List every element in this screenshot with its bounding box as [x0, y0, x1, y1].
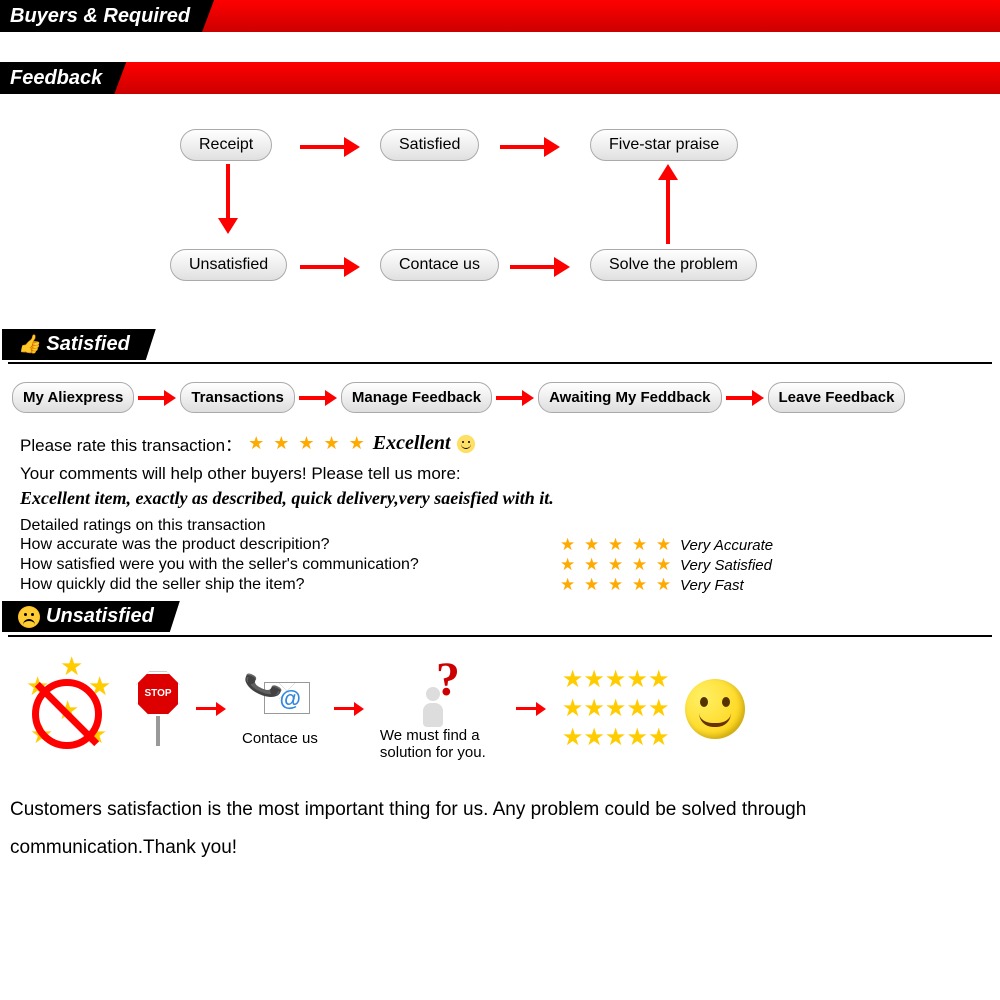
contact-icon: @ 📞 — [245, 670, 315, 730]
rate-transaction-line: Please rate this transaction： ★ ★ ★ ★ ★ … — [0, 425, 1000, 462]
excellent-label: Excellent — [373, 432, 451, 455]
feedback-bar: Feedback — [0, 62, 1000, 94]
arrow-icon — [299, 390, 337, 406]
detailed-ratings: Detailed ratings on this transaction How… — [0, 511, 1000, 601]
flow-node-receipt: Receipt — [180, 129, 272, 161]
arrow-icon — [726, 390, 764, 406]
flow-node-solve: Solve the problem — [590, 249, 757, 281]
five-stars-icon: ★ ★ ★ ★ ★ — [560, 555, 680, 575]
detail-row: How quickly did the seller ship the item… — [20, 575, 980, 595]
arrow-icon — [500, 139, 560, 155]
contact-us-item: @ 📞 Contace us — [242, 670, 318, 747]
arrow-up-icon — [660, 164, 676, 244]
five-star-grid-icon: ★★★★★ ★★★★★ ★★★★★ — [562, 665, 670, 752]
detail-answer: Very Fast — [680, 577, 744, 594]
divider — [8, 635, 992, 637]
unsatisfied-header: Unsatisfied — [2, 601, 180, 632]
satisfied-header: 👍 Satisfied — [2, 329, 156, 360]
five-stars-icon: ★ ★ ★ ★ ★ — [560, 535, 680, 555]
detail-row: How accurate was the product descripitio… — [20, 535, 980, 555]
unsatisfied-label: Unsatisfied — [46, 605, 154, 628]
thumbs-up-icon: 👍 — [18, 334, 40, 355]
feedback-label: Feedback — [10, 67, 102, 90]
step-transactions: Transactions — [180, 382, 295, 413]
buyers-required-bar: Buyers & Required — [0, 0, 1000, 32]
arrow-icon — [334, 702, 364, 716]
step-leave-feedback: Leave Feedback — [768, 382, 906, 413]
five-stars-icon: ★ ★ ★ ★ ★ — [560, 575, 680, 595]
feedback-tab: Feedback — [0, 62, 126, 94]
unsatisfied-flow: ★ ★ ★ ★ ★ ★ STOP @ 📞 Contace us ? We mus… — [0, 637, 1000, 771]
flow-node-satisfied: Satisfied — [380, 129, 479, 161]
arrow-icon — [196, 702, 226, 716]
smile-icon — [457, 435, 475, 453]
step-my-aliexpress: My Aliexpress — [12, 382, 134, 413]
detail-question: How satisfied were you with the seller's… — [20, 556, 560, 574]
comment-prompt: Your comments will help other buyers! Pl… — [0, 462, 1000, 486]
five-stars-icon: ★ ★ ★ ★ ★ — [248, 433, 367, 454]
arrow-icon — [516, 702, 546, 716]
buyers-required-tab: Buyers & Required — [0, 0, 214, 32]
detail-question: How quickly did the seller ship the item… — [20, 576, 560, 594]
satisfied-label: Satisfied — [46, 333, 129, 356]
happy-face-icon — [685, 679, 745, 739]
flow-node-contact: Contace us — [380, 249, 499, 281]
buyers-required-label: Buyers & Required — [10, 5, 190, 28]
divider — [8, 362, 992, 364]
detail-answer: Very Satisfied — [680, 557, 772, 574]
step-awaiting-feedback: Awaiting My Feddback — [538, 382, 721, 413]
flow-node-unsatisfied: Unsatisfied — [170, 249, 287, 281]
stop-sign-icon: STOP — [136, 672, 180, 746]
arrow-icon — [300, 259, 360, 275]
sad-face-icon — [18, 606, 40, 628]
arrow-icon — [138, 390, 176, 406]
solution-label: We must find a solution for you. — [380, 727, 500, 761]
detail-title: Detailed ratings on this transaction — [20, 517, 980, 535]
arrow-icon — [510, 259, 570, 275]
rate-prompt: Please rate this transaction： — [20, 431, 242, 456]
arrow-icon — [300, 139, 360, 155]
contact-us-label: Contace us — [242, 730, 318, 747]
footer-message: Customers satisfaction is the most impor… — [0, 771, 1000, 887]
feedback-steps: My Aliexpress Transactions Manage Feedba… — [0, 364, 1000, 425]
flow-node-five-star: Five-star praise — [590, 129, 738, 161]
no-stars-icon: ★ ★ ★ ★ ★ ★ — [20, 659, 120, 759]
arrow-down-icon — [220, 164, 236, 234]
detail-answer: Very Accurate — [680, 537, 773, 554]
question-person-icon: ? — [410, 657, 470, 727]
feedback-flowchart: Receipt Satisfied Five-star praise Unsat… — [0, 109, 1000, 319]
detail-question: How accurate was the product descripitio… — [20, 536, 560, 554]
solution-item: ? We must find a solution for you. — [380, 657, 500, 761]
comment-example: Excellent item, exactly as described, qu… — [0, 486, 1000, 511]
step-manage-feedback: Manage Feedback — [341, 382, 492, 413]
detail-row: How satisfied were you with the seller's… — [20, 555, 980, 575]
arrow-icon — [496, 390, 534, 406]
